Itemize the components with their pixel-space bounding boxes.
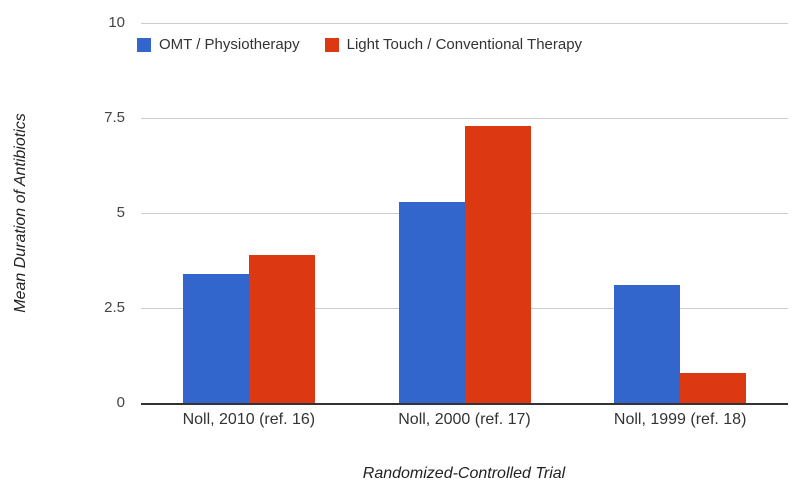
x-category-label: Noll, 2010 (ref. 16) <box>182 411 316 428</box>
x-category-label: Noll, 2000 (ref. 17) <box>398 411 531 428</box>
y-tick-label: 5 <box>116 204 125 221</box>
gridline <box>141 23 788 24</box>
bar-group <box>398 125 531 403</box>
bar[interactable] <box>248 254 315 403</box>
bar[interactable] <box>398 201 465 403</box>
bar[interactable] <box>464 125 531 403</box>
legend-swatch-red <box>324 37 339 52</box>
y-tick-label: 7.5 <box>104 109 125 126</box>
bar[interactable] <box>182 273 249 403</box>
legend-item-omt-physiotherapy: OMT / Physiotherapy <box>137 36 300 53</box>
y-tick-label: 0 <box>116 394 125 411</box>
legend-item-light-touch: Light Touch / Conventional Therapy <box>324 36 583 53</box>
legend: OMT / Physiotherapy Light Touch / Conven… <box>137 36 582 53</box>
plot-area <box>141 23 788 405</box>
bar[interactable] <box>680 372 747 403</box>
bar-group <box>182 254 315 403</box>
x-axis-title: Randomized-Controlled Trial <box>362 465 566 482</box>
bar[interactable] <box>614 285 681 403</box>
y-tick-label: 2.5 <box>104 299 125 316</box>
legend-label: OMT / Physiotherapy <box>159 36 300 53</box>
legend-label: Light Touch / Conventional Therapy <box>346 36 583 53</box>
y-axis-title: Mean Duration of Antibiotics <box>12 113 29 313</box>
y-tick-label: 10 <box>108 14 125 31</box>
gridline <box>141 118 788 119</box>
bar-group <box>614 285 747 403</box>
x-category-label: Noll, 1999 (ref. 18) <box>613 411 747 428</box>
legend-swatch-blue <box>137 37 151 52</box>
